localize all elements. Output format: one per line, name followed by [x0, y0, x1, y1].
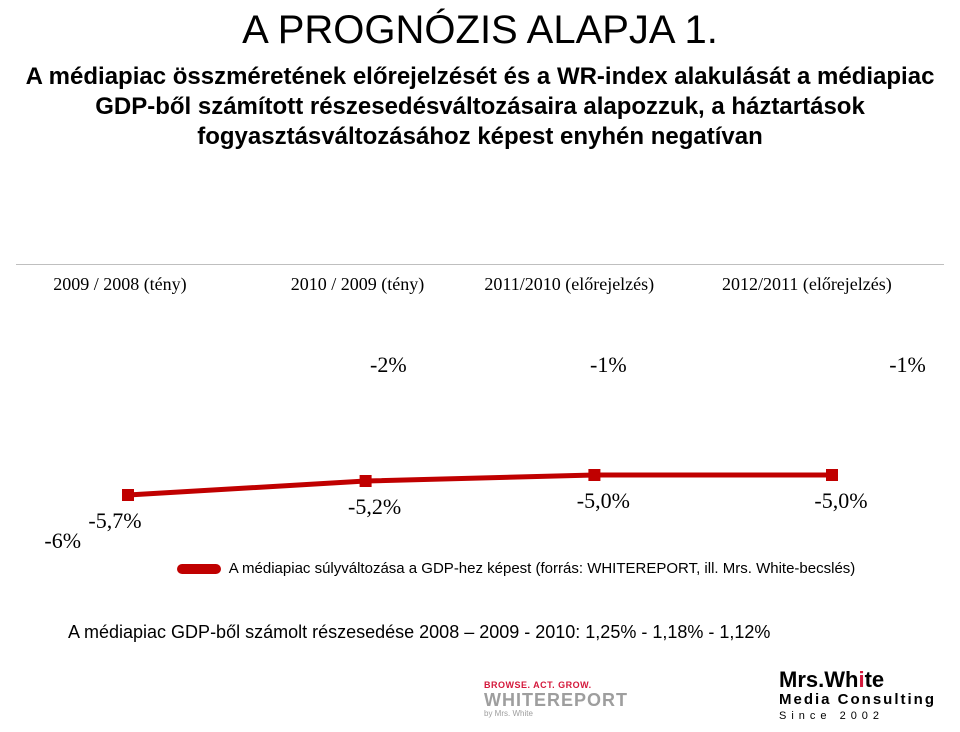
- x-axis-categories: 2009 / 2008 (tény) 2010 / 2009 (tény) 2011…: [40, 274, 920, 298]
- mrswhite-line2: Media Consulting: [779, 691, 936, 708]
- legend-entry: A médiapiac súlyváltozása a GDP-hez képe…: [177, 560, 856, 577]
- series-value-label: -5,2%: [348, 494, 401, 520]
- legend-swatch: [177, 564, 221, 574]
- slide-title: A PROGNÓZIS ALAPJA 1.: [0, 8, 960, 53]
- series-value-label: -5,0%: [814, 488, 867, 514]
- x-axis-category: 2009 / 2008 (tény): [53, 274, 186, 295]
- slide-page: A PROGNÓZIS ALAPJA 1. A médiapiac összmé…: [0, 0, 960, 732]
- mrswhite-line3: Since 2002: [779, 710, 936, 722]
- footer-logos: BROWSE. ACT. GROW. WHITEREPORT by Mrs. W…: [0, 668, 960, 724]
- mrswhite-logo: Mrs.White Media Consulting Since 2002: [779, 667, 936, 722]
- x-axis-category: 2010 / 2009 (tény): [291, 274, 424, 295]
- upper-value-label: -1%: [889, 352, 926, 378]
- mrswhite-line1: Mrs.White: [779, 667, 936, 693]
- series-value-label: -5,7%: [88, 508, 141, 534]
- chart-legend: A médiapiac súlyváltozása a GDP-hez képe…: [84, 560, 948, 579]
- slide-title-text: A PROGNÓZIS ALAPJA 1.: [242, 8, 718, 52]
- whitereport-logo: BROWSE. ACT. GROW. WHITEREPORT by Mrs. W…: [484, 680, 628, 718]
- mrswhite-line1-pre: Mrs.Wh: [779, 667, 858, 692]
- footnote-text: A médiapiac GDP-ből számolt részesedése …: [68, 622, 770, 642]
- x-axis-category: 2012/2011 (előrejelzés): [722, 274, 892, 295]
- mrswhite-line1-post: te: [865, 667, 885, 692]
- upper-value-label: -2%: [370, 352, 407, 378]
- x-axis-category: 2011/2010 (előrejelzés): [484, 274, 654, 295]
- slide-subtitle: A médiapiac összméretének előrejelzését …: [0, 62, 960, 152]
- upper-value-label: -1%: [590, 352, 627, 378]
- series-value-label: -5,0%: [577, 488, 630, 514]
- footnote: A médiapiac GDP-ből számolt részesedése …: [68, 622, 928, 643]
- line-series-path: [40, 274, 920, 574]
- legend-label: A médiapiac súlyváltozása a GDP-hez képe…: [229, 560, 856, 577]
- whitereport-tagline: BROWSE. ACT. GROW.: [484, 680, 628, 690]
- line-chart: 2009 / 2008 (tény) 2010 / 2009 (tény) 2011…: [40, 274, 920, 574]
- extra-left-label: -6%: [44, 528, 81, 554]
- horizontal-divider: [16, 264, 944, 265]
- slide-subtitle-text: A médiapiac összméretének előrejelzését …: [26, 63, 935, 150]
- whitereport-name: WHITEREPORT: [484, 690, 628, 711]
